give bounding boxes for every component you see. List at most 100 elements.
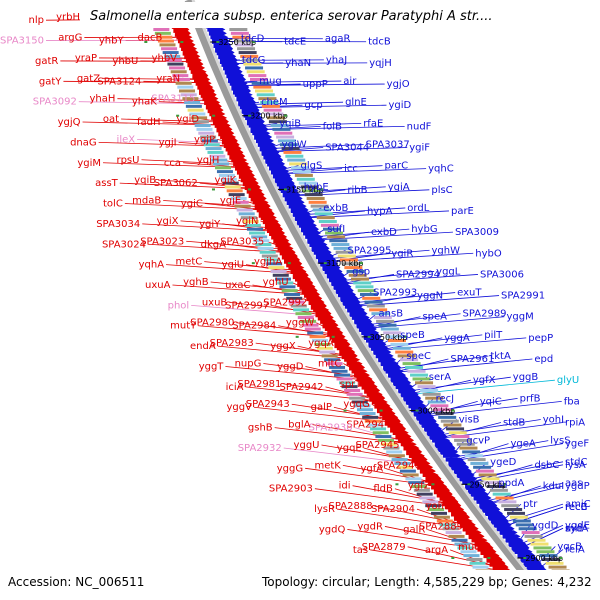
cog-band-forward — [314, 212, 333, 216]
cog-band-forward — [432, 408, 451, 412]
cog-band-reverse — [170, 70, 187, 74]
cog-band-forward — [348, 273, 367, 277]
gene-label-pilt: pilT — [484, 330, 503, 341]
gene-label-fldb: fldB — [373, 484, 393, 495]
cog-band-forward — [417, 385, 436, 389]
cog-band-forward — [283, 150, 302, 154]
cog-band-reverse — [220, 177, 237, 181]
gene-label-ordl: ordL — [407, 203, 429, 214]
gene-label-yqha: yqhA — [139, 260, 165, 271]
cog-band-forward — [390, 342, 409, 346]
cog-band-reverse — [408, 481, 425, 485]
cog-band-forward — [281, 147, 300, 151]
gene-label-ygqg: ygqG — [343, 399, 369, 410]
cog-band-reverse — [422, 500, 439, 504]
cog-band-forward — [545, 561, 564, 565]
cog-band-reverse — [153, 28, 170, 32]
gene-label-yrbh: yrbH — [56, 12, 80, 23]
cog-band-forward — [524, 534, 543, 538]
cog-band-reverse — [242, 220, 259, 224]
cog-band-reverse — [295, 312, 312, 316]
cog-band-forward — [350, 277, 369, 281]
cog-band-forward — [243, 62, 262, 66]
footer-bg — [0, 570, 600, 600]
cog-band-reverse — [234, 204, 251, 208]
gene-label-gatz: gatZ — [77, 73, 100, 84]
cog-band-forward — [310, 204, 329, 208]
gene-label-yhan: yhaN — [285, 58, 311, 69]
cog-band-forward — [344, 266, 363, 270]
leader-line — [378, 337, 443, 351]
gene-label-gshb: gshB — [248, 423, 273, 434]
gene-label-yggm: yggM — [506, 312, 533, 323]
reverse-feature-arrow — [202, 96, 219, 102]
cog-band-reverse — [442, 527, 459, 531]
gene-label-ygim: ygiM — [77, 158, 101, 169]
tick-guide — [216, 41, 220, 43]
tick-guide — [379, 409, 383, 412]
leader-line — [158, 179, 257, 187]
gene-label-plsc: plsC — [431, 185, 452, 196]
gene-label-spa3115: SPA3115 — [151, 94, 195, 105]
gene-label-muty: mutY — [170, 321, 197, 332]
cog-band-reverse — [463, 554, 480, 558]
gene-label-exbd: exbD — [371, 227, 397, 238]
gene-label-yhbv: yhbV — [152, 53, 178, 64]
forward-feature-arrow — [252, 131, 271, 136]
cog-band-forward — [291, 166, 310, 170]
cog-band-forward — [462, 450, 481, 454]
tick-guide — [284, 114, 288, 117]
leader-line — [342, 464, 441, 484]
cog-band-reverse — [378, 438, 395, 442]
gene-label-sera: serA — [429, 372, 451, 383]
cog-band-forward — [451, 435, 470, 439]
tick-label: 3150 kbp — [286, 185, 324, 194]
cog-band-forward — [302, 189, 321, 193]
cog-band-forward — [501, 504, 520, 508]
gene-label-ygfz: ygfZ — [408, 481, 431, 492]
cog-band-reverse — [425, 504, 442, 508]
gene-label-kdui: kduI — [543, 481, 564, 492]
cog-band-forward — [246, 70, 265, 74]
cog-band-forward — [364, 300, 383, 304]
gene-label-glne: glnE — [345, 97, 367, 108]
cog-band-reverse — [161, 47, 178, 51]
gene-label-ygji: ygjI — [159, 137, 177, 148]
cog-band-forward — [459, 446, 478, 450]
gene-label-pare: parE — [451, 206, 474, 217]
cog-band-reverse — [316, 346, 333, 350]
cog-band-reverse — [314, 342, 331, 346]
cog-band-forward — [407, 369, 426, 373]
gene-label-ansb: ansB — [379, 309, 404, 320]
cog-band-forward — [230, 31, 249, 35]
gene-label-stdc: stdC — [565, 457, 587, 468]
cog-band-reverse — [230, 196, 247, 200]
cog-band-forward — [373, 316, 392, 320]
cog-band-forward — [327, 235, 346, 239]
cog-band-reverse — [334, 373, 351, 377]
backbone-ring — [184, 0, 548, 600]
gene-label-yqic: yqiC — [480, 396, 502, 407]
cog-band-forward — [270, 124, 289, 128]
gene-label-yged: ygeD — [490, 457, 516, 468]
cog-band-forward — [233, 39, 252, 43]
gene-label-yggv: yggV — [226, 402, 252, 413]
tick-label: 3050 kbp — [370, 333, 408, 342]
cog-band-reverse — [162, 51, 179, 55]
forward-feature-arrow — [375, 353, 394, 359]
cog-band-reverse — [209, 154, 226, 158]
cog-band-forward — [539, 554, 558, 558]
tick-guide — [323, 262, 327, 265]
cog-band-forward — [527, 538, 546, 542]
cog-band-forward — [440, 419, 459, 423]
forward-feature-arrow — [207, 27, 226, 32]
cog-band-forward — [397, 354, 416, 358]
gene-label-mlta: mltA — [565, 523, 588, 534]
cog-band-forward — [248, 74, 267, 78]
cog-band-forward — [467, 458, 486, 462]
cog-band-reverse — [405, 477, 422, 481]
cog-band-reverse — [192, 120, 209, 124]
gene-label-spa3062: SPA3062 — [154, 178, 198, 189]
leader-line — [180, 220, 279, 229]
gene-label-spea: speA — [422, 312, 447, 323]
